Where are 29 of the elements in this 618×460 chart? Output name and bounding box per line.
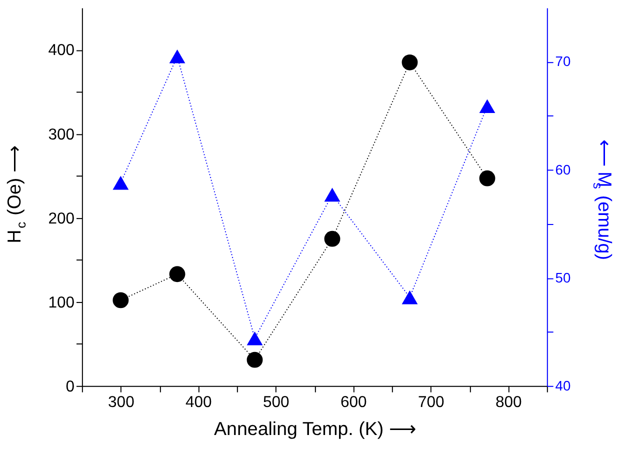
y-tick-label: 400 (48, 42, 75, 60)
y-tick-label: 100 (48, 294, 75, 312)
y2-tick-label: 70 (555, 53, 571, 70)
point (112, 176, 129, 190)
y-tick-label: 200 (48, 210, 75, 228)
point (324, 188, 340, 202)
point (246, 331, 263, 346)
point (246, 352, 263, 368)
y-axis-title: Hc (Oe) ⟶ (4, 146, 29, 244)
y2-tick-label: 50 (555, 269, 571, 286)
point (324, 230, 340, 247)
x-axis-title: Annealing Temp. (K) ⟶ (214, 418, 416, 439)
y-tick-label: 300 (48, 126, 75, 144)
point (402, 290, 418, 304)
x-tick-label: 700 (418, 394, 445, 412)
x-tick-label: 400 (186, 394, 212, 412)
point (169, 266, 186, 282)
point (169, 50, 186, 64)
y2-tick-label: 60 (555, 161, 571, 178)
x-tick-label: 800 (495, 394, 522, 412)
point (112, 292, 129, 308)
y2-tick-label: 40 (555, 377, 571, 394)
point (402, 54, 418, 70)
point (479, 99, 496, 113)
y-tick-label: 0 (66, 378, 75, 396)
x-tick-label: 600 (340, 394, 368, 412)
x-tick-label: 500 (263, 394, 290, 412)
point (479, 170, 496, 186)
x-tick-label: 300 (108, 394, 135, 412)
